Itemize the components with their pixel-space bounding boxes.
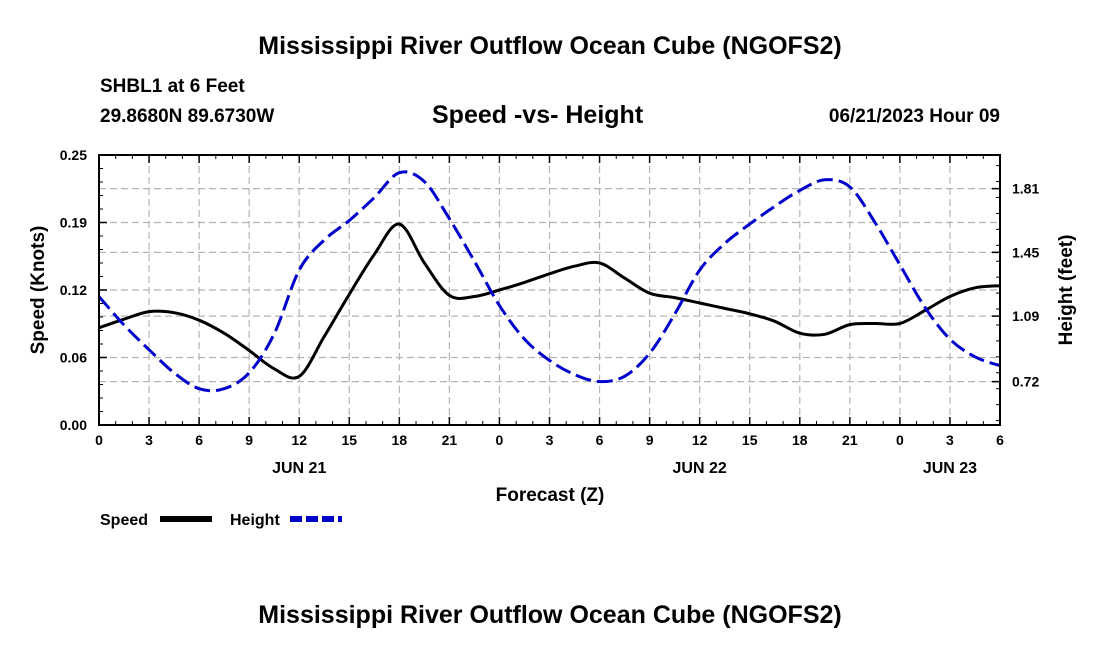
x-tick-label: 9: [646, 432, 654, 448]
series-line-height: [97, 170, 1001, 393]
x-tick-label: 21: [842, 432, 858, 448]
axis-labels: 0 3 6 9 12 15 18 21 0 3 6 9 12 15 18 21 0 3 6 JUN 21 JUN 22 J…: [60, 147, 1040, 477]
x-tick-label: 3: [145, 432, 153, 448]
station-label: SHBL1 at 6 Feet: [100, 76, 245, 97]
x-tick-label: 12: [291, 432, 307, 448]
plot-title: Speed -vs- Height: [432, 101, 644, 129]
legend-height-label: Height: [230, 512, 280, 529]
x-tick-label: 21: [442, 432, 458, 448]
x-tick-label: 6: [596, 432, 604, 448]
series-layer: [97, 170, 1001, 393]
legend-speed-label: Speed: [100, 512, 148, 529]
y-tick-label: 0.00: [60, 417, 87, 433]
x-tick-label: 0: [896, 432, 904, 448]
y2-tick-label: 1.45: [1012, 244, 1039, 260]
y2-tick-label: 0.72: [1012, 374, 1039, 390]
x-tick-label: 6: [195, 432, 203, 448]
x-date-label: JUN 22: [673, 460, 727, 477]
x-tick-label: 18: [392, 432, 408, 448]
forecast-datetime: 06/21/2023 Hour 09: [828, 106, 1000, 127]
y-tick-label: 0.12: [60, 282, 87, 298]
x-tick-label: 6: [996, 432, 1004, 448]
y-axis-title: Speed (Knots): [28, 226, 49, 355]
x-tick-label: 3: [946, 432, 954, 448]
y2-tick-label: 1.81: [1012, 181, 1039, 197]
grid-lines: [99, 155, 1000, 425]
x-date-label: JUN 23: [923, 460, 977, 477]
x-date-label: JUN 21: [272, 460, 326, 477]
series-line-speed: [98, 222, 1001, 380]
x-tick-label: 15: [341, 432, 357, 448]
station-coordinates: 29.8680N 89.6730W: [100, 106, 275, 127]
x-tick-label: 15: [742, 432, 758, 448]
y-tick-label: 0.25: [60, 147, 87, 163]
y2-tick-label: 1.09: [1012, 308, 1039, 324]
page-title: Mississippi River Outflow Ocean Cube (NG…: [258, 32, 842, 60]
y2-axis-title: Height (feet): [1056, 235, 1077, 346]
x-tick-label: 0: [496, 432, 504, 448]
x-tick-label: 12: [692, 432, 708, 448]
axis-ticks: [98, 154, 1001, 426]
x-tick-label: 9: [245, 432, 253, 448]
y-tick-label: 0.06: [60, 350, 87, 366]
footer-title: Mississippi River Outflow Ocean Cube (NG…: [258, 601, 842, 629]
x-tick-label: 18: [792, 432, 808, 448]
y-tick-label: 0.19: [60, 215, 87, 231]
x-axis-title: Forecast (Z): [496, 485, 605, 506]
x-tick-label: 3: [546, 432, 554, 448]
x-tick-label: 0: [95, 432, 103, 448]
